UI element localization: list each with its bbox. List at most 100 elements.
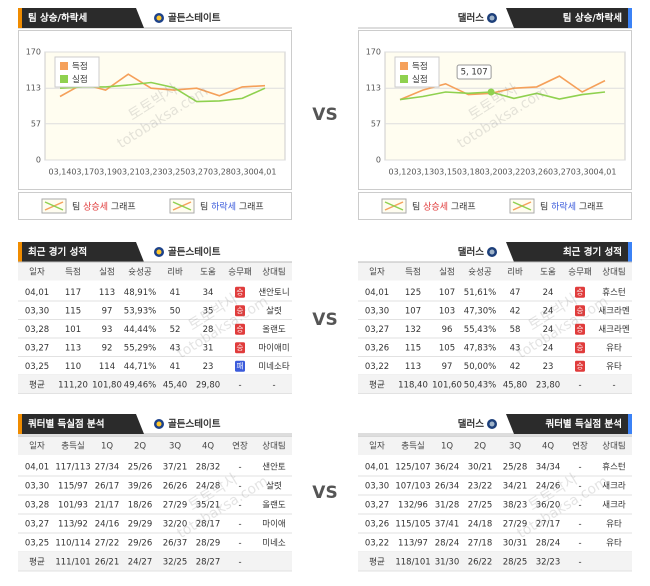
table-cell: 35 [203, 306, 214, 316]
result-label: 승 [577, 361, 584, 370]
trend-legend-prefix: 팀 [412, 200, 423, 212]
trend-legend-prefix: 팀 [540, 200, 551, 212]
table-cell: 28/24 [435, 539, 460, 549]
column-header: 슛성공 [468, 267, 492, 277]
table-cell: 55,29% [124, 343, 156, 353]
table-cell: 39/26 [128, 482, 153, 492]
y-tick-label: 113 [366, 84, 381, 93]
table-cell: 올랜도 [262, 500, 286, 511]
x-tick-label: 03,13 [411, 168, 434, 177]
table-cell: 37/21 [163, 463, 188, 473]
table-cell: 53,93% [124, 306, 156, 316]
trend-legend-highlight: 상승세 [83, 201, 108, 212]
table-cell: 24 [543, 343, 554, 353]
table-cell: 27/25 [468, 501, 493, 511]
table-cell: 올랜도 [262, 324, 286, 335]
table-cell: 미네소 [262, 539, 286, 549]
table-cell: 34/21 [503, 482, 528, 492]
table-cell: 샌안토니 [258, 287, 289, 298]
header-accent [628, 414, 632, 434]
table-cell: 03,27 [365, 325, 389, 335]
table-cell: 32/20 [163, 520, 188, 530]
header-accent [18, 414, 22, 434]
legend-label: 득점 [412, 61, 428, 72]
table-cell: 42 [510, 362, 521, 372]
result-label: 승 [577, 287, 584, 296]
result-label: 승 [577, 306, 584, 315]
column-header: 4Q [202, 442, 214, 452]
table-cell: 107/103 [395, 482, 430, 492]
legend-label: 실점 [72, 74, 88, 85]
table-cell: 25/26 [128, 463, 153, 473]
x-tick-label: 03,22 [502, 168, 525, 177]
x-tick-label: 03,14 [49, 168, 72, 177]
table-cell: 49,46% [124, 380, 156, 390]
table-cell: 미네소타 [258, 362, 289, 372]
table-cell: 110/114 [55, 539, 90, 549]
y-tick-label: 170 [366, 48, 381, 57]
table-cell: 115 [65, 306, 81, 316]
table-cell: 평균 [369, 379, 385, 390]
table-average-row [18, 552, 292, 571]
table-cell: 03,28 [25, 325, 49, 335]
result-badge [235, 342, 245, 354]
table-cell: 04,01 [365, 288, 389, 298]
table-cell: 43 [510, 343, 521, 353]
table-cell: 새크라멘 [598, 325, 629, 335]
vs-label: VS [312, 483, 337, 503]
table-cell: 마이애미 [258, 342, 289, 353]
table-cell: 27/29 [163, 501, 188, 511]
result-badge [575, 342, 585, 354]
table-cell: 101 [65, 325, 81, 335]
table-cell: 살렷 [266, 481, 282, 492]
legend-swatch [400, 75, 408, 83]
table-cell: 28 [203, 325, 214, 335]
trend-legend-suffix: 그래프 [108, 201, 136, 212]
table-cell: 03,25 [25, 539, 49, 549]
column-header: 3Q [169, 442, 181, 452]
team-name: 댈러스 [458, 12, 484, 24]
table-cell: - [578, 482, 581, 492]
result-label: 승 [237, 306, 244, 315]
header-tab [506, 414, 632, 434]
table-cell: 03,27 [25, 520, 49, 530]
table-cell: 47 [510, 288, 521, 298]
trend-legend-suffix: 그래프 [576, 201, 604, 212]
table-cell: 휴스턴 [602, 462, 625, 473]
x-tick-label: 03,30 [571, 168, 594, 177]
column-header: 승무패 [568, 266, 591, 277]
table-cell: 101/93 [58, 501, 88, 511]
table-cell: 새크라멘 [598, 306, 629, 316]
table-cell: 107 [439, 288, 455, 298]
result-badge [575, 286, 585, 298]
result-badge [575, 305, 585, 317]
table-cell: 117 [65, 288, 81, 298]
column-header: 승무패 [228, 266, 251, 277]
table-cell: - [578, 520, 581, 530]
table-cell: 04,01 [25, 288, 49, 298]
team-name: 댈러스 [458, 246, 484, 258]
trend-legend-label: 팀 하락세 그래프 [540, 200, 604, 212]
table-cell: 132/96 [398, 501, 428, 511]
table-cell: 28/32 [196, 463, 221, 473]
table-cell: 113 [405, 362, 421, 372]
result-label: 승 [577, 324, 584, 333]
table-cell: 03,30 [25, 306, 49, 316]
table-cell: 03,26 [365, 520, 389, 530]
table-cell: 23 [203, 362, 214, 372]
table-cell: 28/27 [196, 558, 221, 568]
table-cell: 41 [170, 362, 181, 372]
table-cell: - [612, 380, 615, 390]
table-cell: 21/17 [95, 501, 120, 511]
x-tick-label: 03,15 [434, 168, 457, 177]
column-header: 상대팀 [602, 266, 625, 277]
result-badge [235, 323, 245, 335]
table-cell: 27/22 [95, 539, 120, 549]
table-cell: 44,44% [124, 325, 156, 335]
table-cell: 29/26 [128, 539, 153, 549]
column-header: 4Q [542, 442, 554, 452]
team-logo-inner [489, 249, 495, 255]
column-header: 일자 [369, 442, 385, 452]
table-cell: 18/26 [128, 501, 153, 511]
